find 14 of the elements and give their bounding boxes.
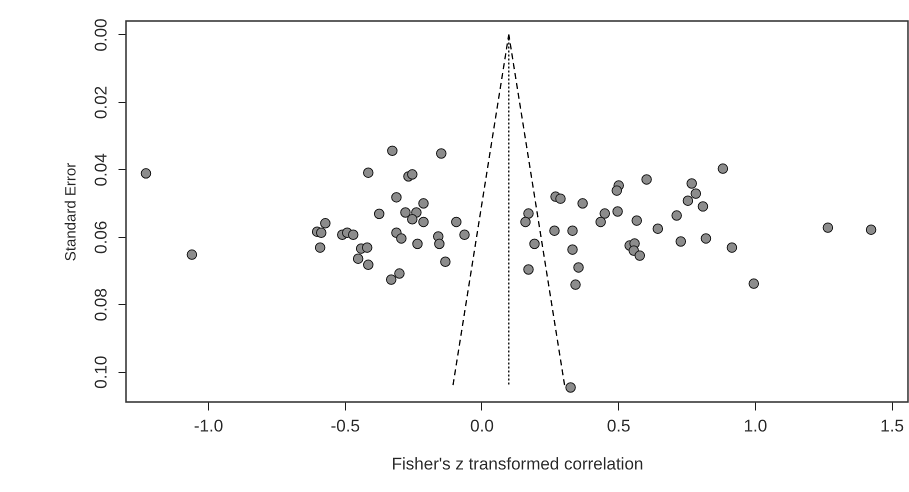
- y-tick-label: 0.10: [92, 356, 110, 389]
- y-tick-label: 0.08: [92, 288, 110, 322]
- x-tick-label: 0.0: [470, 416, 494, 436]
- y-tick-label: 0.06: [92, 220, 110, 254]
- x-tick-label: 1.5: [880, 416, 904, 436]
- x-tick-label: -0.5: [330, 416, 360, 436]
- x-tick-label: 0.5: [606, 416, 630, 436]
- x-axis-title: Fisher's z transformed correlation: [392, 454, 644, 474]
- x-tick-label: 1.0: [744, 416, 768, 436]
- y-tick-label: 0.02: [92, 86, 110, 119]
- x-tick-label: -1.0: [194, 416, 224, 436]
- y-tick-label: 0.00: [92, 18, 110, 52]
- y-tick-label: 0.04: [92, 153, 110, 186]
- y-axis-title: Standard Error: [62, 162, 80, 262]
